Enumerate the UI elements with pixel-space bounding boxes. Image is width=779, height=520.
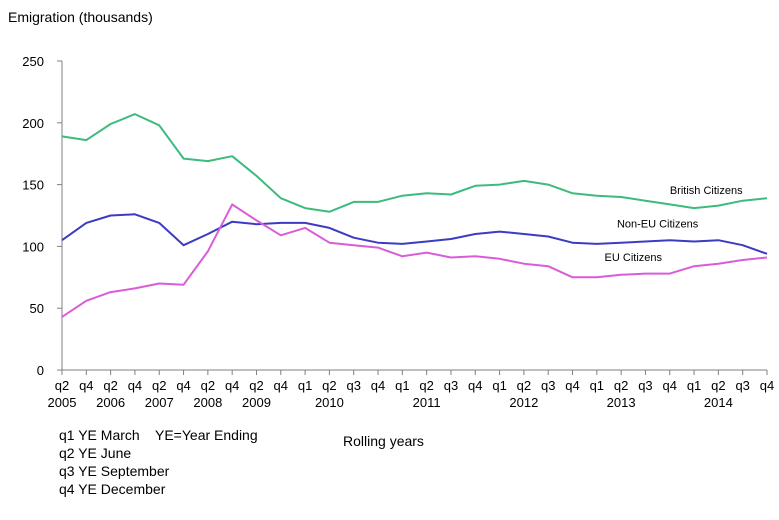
x-tick-label: q4 xyxy=(79,378,93,393)
x-tick-label: q2 xyxy=(55,378,69,393)
x-year-label: 2006 xyxy=(96,395,125,410)
x-tick-label: q4 xyxy=(274,378,288,393)
series-label-british-citizens: British Citizens xyxy=(670,185,743,197)
x-year-label: 2014 xyxy=(704,395,733,410)
x-tick-label: q1 xyxy=(298,378,312,393)
note-q1: q1 YE March YE=Year Ending xyxy=(59,426,258,444)
x-year-label: 2010 xyxy=(315,395,344,410)
x-tick-label: q4 xyxy=(760,378,774,393)
x-tick-label: q4 xyxy=(176,378,190,393)
x-tick-label: q3 xyxy=(735,378,749,393)
x-tick-label: q2 xyxy=(201,378,215,393)
y-tick-label: 0 xyxy=(37,363,44,378)
x-tick-label: q4 xyxy=(468,378,482,393)
series-label-eu-citizens: EU Citizens xyxy=(605,252,663,264)
x-tick-label: q2 xyxy=(152,378,166,393)
x-year-label: 2008 xyxy=(193,395,222,410)
note-q4: q4 YE December xyxy=(59,480,258,498)
x-tick-label: q1 xyxy=(687,378,701,393)
x-year-label: 2011 xyxy=(413,395,441,410)
note-q3-text: YE September xyxy=(78,463,170,479)
note-q1-text: YE March xyxy=(78,427,140,443)
x-tick-label: q2 xyxy=(614,378,628,393)
y-tick-label: 150 xyxy=(22,178,44,193)
x-year-label: 2005 xyxy=(48,395,77,410)
note-q4-abbrev: q4 xyxy=(59,481,75,497)
x-year-label: 2012 xyxy=(509,395,538,410)
chart-canvas: Emigration (thousands) 0 50 100 150 200 250 q… xyxy=(8,9,774,410)
y-tick-label: 50 xyxy=(30,301,44,316)
x-tick-label: q4 xyxy=(663,378,677,393)
x-tick-label: q4 xyxy=(128,378,142,393)
note-q3-abbrev: q3 xyxy=(59,463,75,479)
x-tick-label: q4 xyxy=(565,378,579,393)
x-axis: q2 q4 q2 q4 q2 q4 q2 q4 q2 q4 q1 q2 q3 q4 q1 q2 q3 q4 q1 q2… xyxy=(48,369,774,410)
x-year-label: 2007 xyxy=(145,395,174,410)
x-tick-label: q1 xyxy=(395,378,409,393)
x-axis-title: Rolling years xyxy=(343,433,424,449)
note-year-ending: YE=Year Ending xyxy=(155,427,258,443)
x-tick-label: q4 xyxy=(225,378,239,393)
series-line-british-citizens xyxy=(61,113,768,213)
y-tick-label: 200 xyxy=(22,116,44,131)
x-tick-label: q1 xyxy=(590,378,604,393)
series-line-eu-citizens xyxy=(61,203,768,318)
x-tick-label: q3 xyxy=(638,378,652,393)
note-q2: q2 YE June xyxy=(59,444,258,462)
series-label-non-eu-citizens: Non-EU Citizens xyxy=(617,218,699,230)
x-tick-label: q2 xyxy=(517,378,531,393)
quarter-notes: q1 YE March YE=Year Ending q2 YE June q3… xyxy=(59,426,258,498)
x-year-label: 2009 xyxy=(242,395,271,410)
x-tick-label: q3 xyxy=(444,378,458,393)
y-axis-title: Emigration (thousands) xyxy=(8,9,153,25)
x-tick-label: q2 xyxy=(322,378,336,393)
note-q4-text: YE December xyxy=(78,481,166,497)
series-line-non-eu-citizens xyxy=(61,213,768,255)
x-tick-label: q2 xyxy=(249,378,263,393)
x-tick-label: q1 xyxy=(492,378,506,393)
x-tick-label: q2 xyxy=(419,378,433,393)
note-q1-abbrev: q1 xyxy=(59,427,75,443)
x-tick-label: q4 xyxy=(371,378,385,393)
x-tick-label: q2 xyxy=(103,378,117,393)
x-tick-label: q2 xyxy=(711,378,725,393)
x-year-label: 2013 xyxy=(607,395,636,410)
y-axis: 0 50 100 150 200 250 xyxy=(22,54,63,378)
x-tick-label: q3 xyxy=(541,378,555,393)
x-tick-label: q3 xyxy=(346,378,360,393)
y-tick-label: 250 xyxy=(22,54,44,69)
note-q2-abbrev: q2 xyxy=(59,445,75,461)
y-tick-label: 100 xyxy=(22,239,44,254)
note-q3: q3 YE September xyxy=(59,462,258,480)
series-labels: British Citizens Non-EU Citizens EU Citize… xyxy=(605,185,744,264)
note-q2-text: YE June xyxy=(78,445,132,461)
series-lines xyxy=(61,113,768,318)
